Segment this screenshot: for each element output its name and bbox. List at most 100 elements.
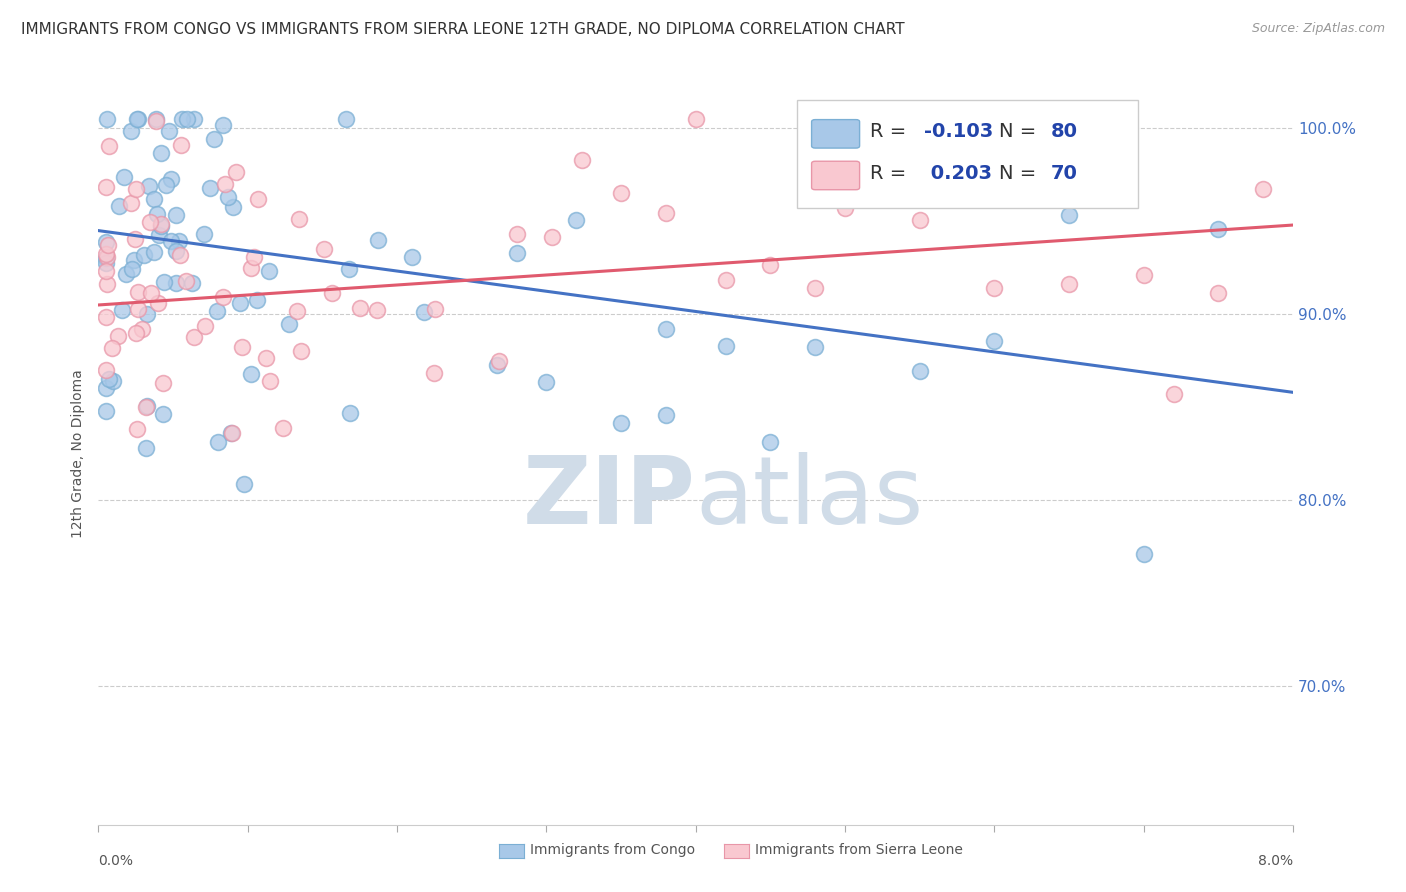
Point bbox=[138, 178, 160, 193]
Point bbox=[228, 296, 250, 310]
Point bbox=[176, 112, 198, 126]
Point bbox=[125, 182, 148, 196]
Point bbox=[221, 426, 243, 441]
Point bbox=[94, 264, 117, 278]
Point bbox=[1251, 182, 1274, 196]
Point bbox=[143, 192, 166, 206]
Point bbox=[121, 261, 143, 276]
Point bbox=[321, 286, 343, 301]
Point bbox=[183, 112, 205, 126]
Point bbox=[94, 363, 117, 377]
Point bbox=[1208, 221, 1230, 235]
Point bbox=[254, 351, 277, 365]
Point bbox=[505, 246, 527, 260]
Point bbox=[1057, 277, 1080, 291]
Text: Immigrants from Congo: Immigrants from Congo bbox=[530, 844, 695, 857]
FancyBboxPatch shape bbox=[811, 120, 859, 148]
Point bbox=[97, 238, 120, 252]
Point bbox=[139, 215, 162, 229]
Point bbox=[94, 256, 117, 270]
Point bbox=[908, 364, 931, 378]
Point bbox=[401, 250, 423, 264]
Text: -0.103: -0.103 bbox=[924, 122, 994, 141]
Point bbox=[98, 139, 121, 153]
Point bbox=[335, 112, 357, 126]
Point bbox=[153, 275, 176, 289]
Point bbox=[135, 307, 157, 321]
Point bbox=[111, 302, 134, 317]
Point bbox=[103, 374, 125, 388]
Point bbox=[150, 219, 173, 234]
Point bbox=[132, 248, 155, 262]
Point bbox=[610, 417, 633, 431]
Point bbox=[804, 340, 827, 354]
Point bbox=[207, 434, 229, 449]
Text: 0.203: 0.203 bbox=[924, 164, 993, 183]
Point bbox=[127, 302, 149, 317]
Text: Source: ZipAtlas.com: Source: ZipAtlas.com bbox=[1251, 22, 1385, 36]
Point bbox=[131, 321, 153, 335]
Point bbox=[150, 146, 173, 161]
Point bbox=[423, 367, 446, 381]
Point bbox=[246, 293, 269, 307]
Point bbox=[165, 276, 187, 290]
Point bbox=[571, 153, 593, 167]
Point bbox=[367, 234, 389, 248]
Point bbox=[97, 372, 120, 386]
Point bbox=[121, 196, 143, 211]
Point bbox=[232, 477, 254, 491]
Point bbox=[96, 251, 118, 265]
Point bbox=[1208, 286, 1230, 301]
Text: ZIP: ZIP bbox=[523, 452, 696, 544]
Point bbox=[135, 441, 157, 455]
Point bbox=[94, 180, 117, 194]
Point bbox=[259, 374, 281, 388]
Point bbox=[1163, 387, 1185, 401]
Point bbox=[257, 264, 280, 278]
Point bbox=[146, 296, 169, 310]
Point bbox=[127, 112, 149, 126]
Point bbox=[983, 281, 1005, 295]
Text: R =: R = bbox=[870, 122, 912, 141]
Point bbox=[212, 119, 235, 133]
Point bbox=[506, 227, 529, 241]
Point bbox=[685, 112, 707, 126]
Point bbox=[96, 112, 118, 126]
Point bbox=[193, 227, 215, 242]
Point bbox=[488, 353, 510, 368]
Point bbox=[157, 123, 180, 137]
Text: IMMIGRANTS FROM CONGO VS IMMIGRANTS FROM SIERRA LEONE 12TH GRADE, NO DIPLOMA COR: IMMIGRANTS FROM CONGO VS IMMIGRANTS FROM… bbox=[21, 22, 904, 37]
Point bbox=[160, 234, 183, 248]
Point bbox=[101, 342, 124, 356]
Point bbox=[312, 242, 335, 256]
Point bbox=[339, 406, 361, 420]
Point bbox=[183, 329, 205, 343]
Point bbox=[165, 208, 187, 222]
Point bbox=[1132, 268, 1154, 283]
Point bbox=[127, 285, 149, 299]
Point bbox=[148, 228, 170, 243]
Point bbox=[124, 232, 146, 246]
Text: R =: R = bbox=[870, 164, 912, 183]
Point bbox=[834, 171, 856, 186]
Point bbox=[908, 213, 931, 227]
Point bbox=[217, 190, 239, 204]
Text: N =: N = bbox=[1000, 122, 1043, 141]
Point bbox=[536, 376, 558, 390]
Point bbox=[240, 368, 263, 382]
Point bbox=[366, 302, 388, 317]
Point bbox=[94, 246, 117, 260]
Point bbox=[125, 112, 148, 126]
Text: N =: N = bbox=[1000, 164, 1043, 183]
Point bbox=[141, 285, 163, 300]
Point bbox=[212, 290, 235, 304]
Point bbox=[150, 217, 173, 231]
Point bbox=[804, 281, 827, 295]
Point bbox=[610, 186, 633, 200]
Point bbox=[219, 425, 242, 440]
Point bbox=[288, 212, 311, 227]
Point bbox=[125, 422, 148, 436]
Point bbox=[337, 262, 360, 277]
Point bbox=[143, 244, 166, 259]
Point bbox=[136, 399, 159, 413]
